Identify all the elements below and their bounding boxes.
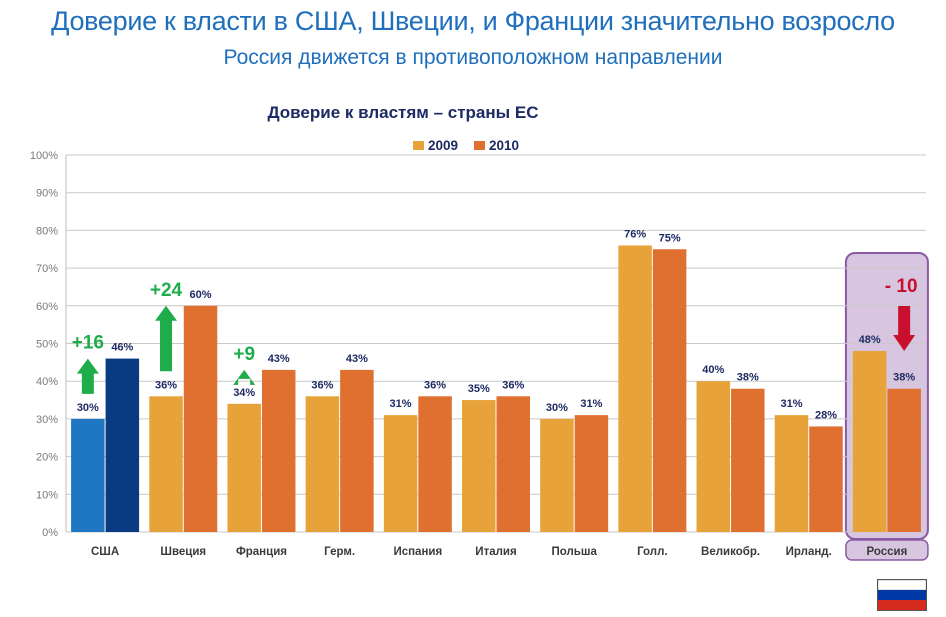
category-label: Франция	[236, 546, 287, 558]
value-label-2009-9: 31%	[780, 398, 802, 410]
y-tick-label: 10%	[36, 489, 58, 501]
legend-label-2010: 2010	[489, 138, 519, 153]
legend-swatch-2009	[413, 141, 424, 150]
bar-2010-0	[105, 358, 140, 532]
value-label-2010-2: 43%	[268, 353, 290, 365]
y-tick-label: 70%	[36, 263, 58, 275]
slide-title: Доверие к власти в США, Швеции, и Франци…	[51, 6, 895, 36]
increase-arrow	[155, 305, 178, 372]
y-tick-label: 50%	[36, 339, 58, 351]
bar-2010-6	[574, 415, 609, 532]
category-label: Герм.	[324, 546, 355, 558]
bar-2009-4	[383, 415, 418, 532]
legend-label-2009: 2009	[428, 138, 458, 153]
value-label-2010-6: 31%	[580, 398, 602, 410]
bar-2010-1	[183, 305, 218, 532]
value-label-2009-0: 30%	[77, 402, 99, 414]
value-label-2009-10: 48%	[859, 334, 881, 346]
bar-2010-8	[731, 388, 765, 532]
bar-2009-2	[227, 403, 261, 532]
bar-2009-0	[71, 418, 105, 532]
category-label: Швеция	[160, 546, 206, 558]
bar-2009-1	[149, 396, 183, 532]
bar-2010-3	[340, 369, 374, 532]
chart-legend: 2009 2010	[413, 138, 519, 153]
value-label-2009-3: 36%	[311, 379, 333, 391]
bar-2010-2	[261, 369, 296, 532]
bar-2009-7	[618, 245, 652, 533]
category-label: Испания	[393, 546, 442, 558]
y-tick-label: 0%	[42, 527, 58, 539]
value-label-2009-4: 31%	[390, 398, 412, 410]
bar-2009-3	[305, 396, 340, 532]
y-tick-label: 40%	[36, 376, 58, 388]
value-label-2010-3: 43%	[346, 353, 368, 365]
value-label-2009-6: 30%	[546, 402, 568, 414]
value-label-2009-1: 36%	[155, 379, 177, 391]
y-tick-label: 80%	[36, 225, 58, 237]
change-label: - 10	[885, 276, 918, 297]
value-label-2010-7: 75%	[659, 232, 681, 244]
category-label: Великобр.	[701, 546, 760, 558]
bar-2009-8	[696, 381, 731, 532]
change-label: +9	[233, 344, 255, 365]
category-label: Ирланд.	[786, 546, 832, 558]
chart-title: Доверие к властям – страны ЕС	[267, 103, 538, 122]
y-tick-label: 100%	[30, 150, 58, 162]
bar-2009-9	[774, 415, 809, 532]
russia-flag-icon	[877, 579, 927, 611]
category-label: США	[91, 546, 119, 558]
category-label: Россия	[866, 546, 907, 558]
y-tick-label: 90%	[36, 188, 58, 200]
value-label-2009-2: 34%	[233, 387, 255, 399]
value-label-2010-10: 38%	[893, 372, 915, 384]
bar-2010-10	[887, 388, 921, 532]
bar-2010-7	[652, 249, 687, 532]
increase-arrow	[76, 358, 99, 394]
value-label-2010-8: 38%	[737, 372, 759, 384]
value-label-2010-0: 46%	[111, 342, 133, 354]
value-label-2009-8: 40%	[702, 364, 724, 376]
bar-2010-5	[496, 396, 530, 532]
decrease-arrow	[893, 306, 916, 352]
increase-arrow	[233, 369, 256, 385]
category-label: Голл.	[637, 546, 668, 558]
value-label-2010-5: 36%	[502, 379, 524, 391]
change-label: +16	[72, 333, 104, 354]
value-label-2010-4: 36%	[424, 379, 446, 391]
bar-2009-5	[462, 400, 496, 532]
category-label: Польша	[551, 546, 597, 558]
value-label-2009-7: 76%	[624, 228, 646, 240]
bar-2009-10	[852, 351, 887, 532]
bar-2010-4	[418, 396, 452, 532]
bar-2009-6	[540, 418, 574, 532]
highlight-label-box	[845, 539, 929, 561]
value-label-2009-5: 35%	[468, 383, 490, 395]
legend-swatch-2010	[474, 141, 485, 150]
y-tick-label: 30%	[36, 414, 58, 426]
change-label: +24	[150, 280, 183, 301]
category-label: Италия	[475, 546, 516, 558]
value-label-2010-1: 60%	[190, 289, 212, 301]
y-tick-label: 20%	[36, 452, 58, 464]
value-label-2010-9: 28%	[815, 409, 837, 421]
y-tick-label: 60%	[36, 301, 58, 313]
bar-2010-9	[809, 426, 843, 532]
slide-subtitle: Россия движется в противоположном направ…	[223, 46, 723, 69]
